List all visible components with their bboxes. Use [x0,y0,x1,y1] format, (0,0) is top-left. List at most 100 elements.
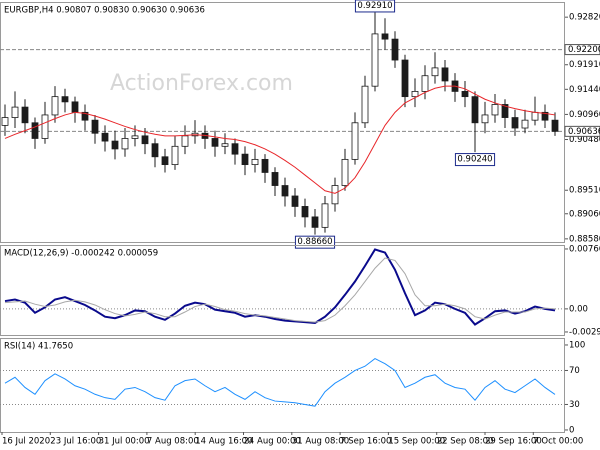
annotation-box [354,0,396,13]
candle-body [401,59,409,98]
candle-body [1,117,9,126]
rsi-line [4,357,556,407]
x-tick-label: 14 Aug 16:00 [195,437,252,447]
candle-body [151,143,159,158]
macd-line [4,248,556,326]
candle-body [231,143,239,155]
y-tick-label: 70 [569,366,580,376]
candle-body [491,104,499,116]
watermark: ActionForex.com [110,71,293,96]
x-tick-label: 7 Aug 08:00 [147,437,199,447]
y-tick-label: 30 [569,400,580,410]
candle-body [211,138,219,147]
level-box [564,125,600,137]
candle-body [131,135,139,139]
candle-body [71,101,79,113]
candle-body [321,203,329,228]
candle-body [441,67,449,82]
x-tick-label: 7 Sep 16:00 [340,437,391,447]
candle-body [471,96,479,124]
candle-body [341,158,349,186]
candle-body [281,185,289,197]
candle-body [381,33,389,40]
candle-body [331,185,339,205]
candle-body [501,104,509,118]
panel-title: RSI(14) 41.7650 [4,342,73,352]
candle-body [81,111,89,121]
level-label: 0.92200 [568,45,600,55]
candle-body [221,143,229,147]
candle-body [511,117,519,129]
candle-body [171,145,179,166]
level-label: 0.90636 [568,127,600,137]
y-tick-label: 0.007663 [569,244,600,254]
candle-body [161,156,169,166]
candle-body [101,132,109,142]
x-tick-label: 22 Sep 08:00 [437,437,494,447]
annotation-label: 0.90240 [457,155,492,165]
candle-body [41,114,49,139]
panel-frame [0,2,565,243]
x-tick-label: 24 Aug 00:00 [244,437,301,447]
panel-frame [0,245,565,336]
panel-frame [0,338,565,433]
candle-body [51,96,59,116]
x-tick-label: 31 Jul 00:00 [99,437,150,447]
candle-body [391,38,399,61]
annotation-label: 0.88660 [297,237,332,247]
candle-body [291,195,299,207]
candle-body [351,122,359,160]
candle-body [271,172,279,186]
candle-body [251,158,259,166]
y-tick-label: 0.00 [569,304,588,314]
candle-body [551,119,559,132]
candle-body [311,216,319,228]
candle-body [31,122,39,139]
annotation-label: 0.92910 [357,1,392,11]
candle-body [421,75,429,92]
candle-body [111,140,119,150]
candle-body [361,85,369,124]
candle-body [21,106,29,124]
annotation-box [454,153,496,167]
x-tick-label: 16 Jul 2020 [2,437,50,447]
candle-body [141,135,149,145]
candle-body [181,135,189,147]
y-tick-label: 0 [569,425,574,435]
candle-body [91,119,99,134]
x-tick-label: 29 Sep 16:00 [485,437,542,447]
candle-body [531,111,539,121]
x-tick-label: 15 Sep 00:00 [388,437,445,447]
y-tick-label: 100 [569,340,585,350]
candle-body [481,114,489,124]
candle-body [431,67,439,77]
y-tick-label: -0.002952 [569,327,600,337]
candle-body [61,96,69,103]
candle-body [541,111,549,121]
candle-body [121,138,129,150]
candle-body [301,206,309,218]
candle-body [461,91,469,98]
panel-title: EURGBP,H4 0.90807 0.90830 0.90630 0.9063… [4,6,205,16]
x-tick-label: 31 Aug 08:00 [292,437,349,447]
candle-body [371,33,379,87]
candle-body [411,91,419,98]
macd-line [4,257,556,323]
candle-body [521,119,529,129]
candle-body [261,158,269,173]
panel-title: MACD(12,26,9) -0.000242 0.000059 [4,249,158,259]
candle-body [11,106,19,118]
x-tick-label: 7 Oct 00:00 [533,437,583,447]
level-box [564,44,600,56]
candle-body [241,153,249,166]
moving-average [4,85,556,194]
